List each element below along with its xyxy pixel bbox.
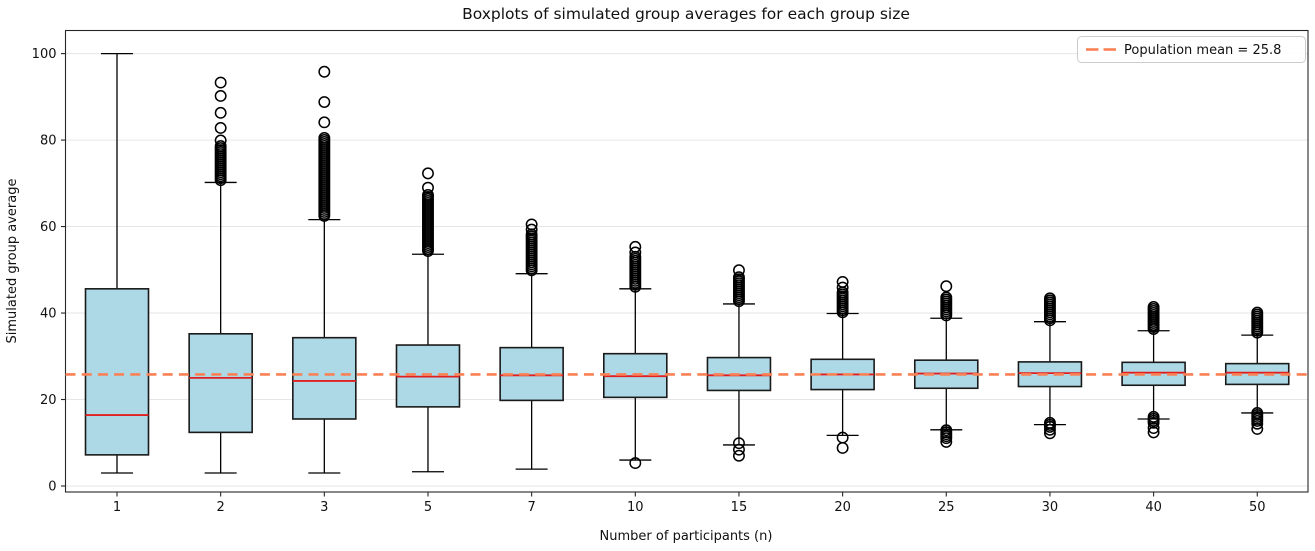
y-axis-label: Simulated group average [5,179,20,344]
iqr-box [292,336,357,420]
x-tick-label-10: 10 [627,500,644,515]
x-tick-label-5: 5 [424,500,432,515]
outlier-point [733,449,745,462]
outlier-point [214,76,227,89]
legend-box [1077,36,1306,63]
x-axis-label: Number of participants (n) [600,529,773,544]
outlier-point [733,437,745,450]
x-tick-label-40: 40 [1145,500,1162,515]
x-tick-label-7: 7 [527,500,535,515]
outlier-point [1147,422,1160,435]
legend: Population mean = 25.8 [1077,36,1306,63]
outlier-point [1251,326,1264,339]
outlier-point [629,457,642,470]
gridlines [65,53,1308,487]
outlier-point [1147,426,1160,439]
x-tick-label-1: 1 [113,500,121,515]
x-tick-label-20: 20 [834,500,851,515]
outlier-point [1043,420,1056,433]
outliers-n3 [318,65,331,222]
x-tick-label-25: 25 [938,500,955,515]
outlier-point [214,106,227,119]
x-tick-label-15: 15 [731,500,748,515]
outlier-point [214,134,227,147]
boxplot-group-n7 [499,273,564,470]
outlier-point [1043,423,1056,436]
boxplot-group-n3 [292,218,357,474]
outlier-point [422,181,434,194]
outlier-points [214,65,1264,470]
x-tick-label-3: 3 [320,500,328,515]
outlier-point [940,280,953,293]
outlier-point [1147,323,1160,335]
y-tick-label-100: 100 [32,47,57,62]
outlier-point [1251,414,1264,427]
outliers-n7 [525,218,538,277]
outlier-point [733,443,745,456]
y-tick-label-0: 0 [48,480,56,495]
outlier-point [1043,314,1056,327]
y-tick-label-80: 80 [40,134,57,149]
outlier-point [836,306,849,319]
outlier-point [525,264,538,277]
chart-title: Boxplots of simulated group averages for… [462,5,910,23]
legend-label: Population mean = 25.8 [1124,43,1281,58]
y-tick-label-20: 20 [40,393,57,408]
outlier-point [318,65,331,78]
outlier-point [733,295,745,308]
outliers-n2 [214,76,227,187]
boxplot-group-n2 [188,181,253,474]
outliers-n20 [836,275,849,454]
x-tick-label-2: 2 [217,500,225,515]
boxplot-group-n5 [395,253,461,473]
outlier-point [318,209,331,222]
outlier-point [836,441,849,454]
x-tick-label-30: 30 [1042,500,1059,515]
y-tick-label-60: 60 [40,220,57,235]
outlier-point [1147,416,1160,429]
outliers-n25 [940,280,953,448]
iqr-box [188,332,253,434]
outliers-n30 [1043,292,1056,440]
outliers-n5 [422,167,434,257]
outlier-point [629,280,642,293]
outliers-n10 [629,240,642,470]
y-tick-label-40: 40 [40,307,57,322]
outlier-point [318,96,331,108]
axis-ticks: 0 20 40 60 80 100 1 2 3 5 7 10 15 20 25 30 40 50 [32,47,1266,515]
plot-frame [64,29,1309,493]
boxplot-series [84,52,1290,474]
outlier-point [940,432,953,445]
boxplot-group-n1 [84,52,150,474]
outlier-point [214,90,227,102]
outlier-point [422,245,434,257]
outlier-point [318,116,331,129]
outlier-point [940,309,953,322]
outliers-n40 [1147,301,1160,439]
x-tick-label-50: 50 [1249,500,1266,515]
outlier-point [214,174,227,187]
outlier-point [422,167,434,180]
iqr-box [84,288,150,456]
axes-frame [64,29,1309,493]
outliers-n50 [1251,306,1264,435]
outlier-point [214,122,227,134]
outliers-n15 [733,264,745,462]
